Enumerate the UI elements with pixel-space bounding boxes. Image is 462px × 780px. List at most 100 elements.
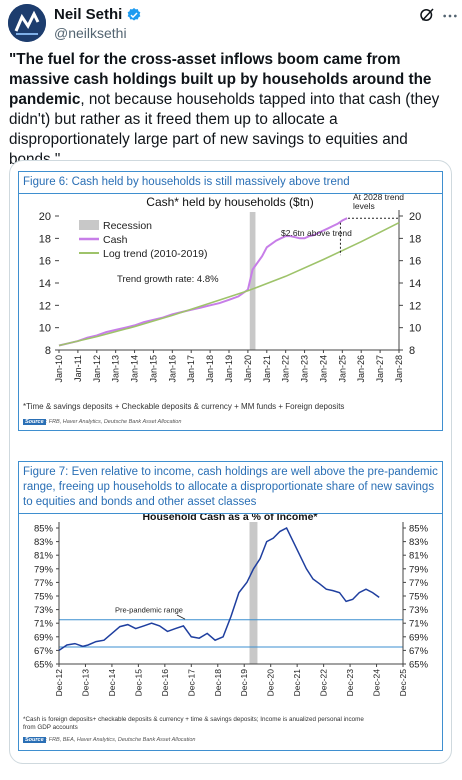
- avatar-logo-icon: [8, 4, 46, 42]
- y-tick-label-right: 10: [409, 323, 421, 335]
- y-tick-label-right: 16: [409, 256, 421, 268]
- x-tick-label: Dec-21: [292, 669, 302, 697]
- figure-7-source: Source: FRB, BEA, Haver Analytics, Deuts…: [23, 737, 195, 743]
- y-tick-label-left: 69%: [34, 632, 54, 643]
- y-tick-label-right: 65%: [409, 660, 429, 671]
- verified-badge-icon: [128, 7, 141, 21]
- y-tick-label-right: 20: [409, 211, 421, 223]
- tweet-rest-text: , not because households tapped into tha…: [9, 91, 440, 168]
- x-tick-label: Jan-22: [281, 355, 291, 383]
- x-tick-label: Jan-12: [92, 355, 102, 383]
- x-tick-label: Jan-15: [148, 355, 158, 383]
- more-options-icon[interactable]: [442, 8, 458, 24]
- y-tick-label-left: 10: [39, 323, 51, 335]
- y-tick-label-right: 12: [409, 300, 421, 312]
- y-tick-label-left: 71%: [34, 619, 54, 630]
- x-tick-label: Jan-13: [111, 355, 121, 383]
- x-tick-label: Dec-18: [213, 669, 223, 697]
- y-tick-label-right: 81%: [409, 551, 429, 562]
- y-tick-label-left: 81%: [34, 551, 54, 562]
- chart-cash-held: Cash* held by households ($tn) 8 8 10 10 12 12…: [39, 192, 422, 383]
- figure-7: Figure 7: Even relative to income, cash …: [18, 461, 443, 751]
- y-tick-label-left: 79%: [34, 564, 54, 575]
- y-tick-label-right: 77%: [409, 578, 429, 589]
- legend-trend-label: Log trend (2010-2019): [103, 248, 208, 260]
- author-handle[interactable]: @neilksethi: [54, 25, 127, 41]
- x-tick-label: Jan-26: [356, 355, 366, 383]
- x-tick-label: Dec-13: [80, 669, 90, 697]
- y-tick-label-right: 69%: [409, 632, 429, 643]
- chart-1-title: Cash* held by households ($tn): [146, 195, 313, 209]
- y-tick-label-left: 16: [39, 256, 51, 268]
- figure-6-source-label: Source: [23, 419, 46, 425]
- y-tick-label-right: 85%: [409, 524, 429, 535]
- y-tick-label-left: 18: [39, 233, 51, 245]
- y-tick-label-left: 20: [39, 211, 51, 223]
- y-tick-label-right: 8: [409, 345, 415, 357]
- x-tick-label: Dec-25: [398, 669, 408, 697]
- tweet-header: Neil Sethi @neilksethi: [0, 0, 462, 48]
- figure-7-source-label: Source: [23, 737, 46, 743]
- figure-7-footnote-2: from GDP accounts: [23, 724, 78, 731]
- y-tick-label-left: 14: [39, 278, 51, 290]
- x-tick-label: Dec-23: [345, 669, 355, 697]
- figure-6: Figure 6: Cash held by households is sti…: [18, 171, 443, 431]
- x-tick-label: Jan-24: [318, 355, 328, 383]
- x-tick-label: Jan-16: [167, 355, 177, 383]
- y-tick-label-left: 12: [39, 300, 51, 312]
- x-tick-label: Dec-15: [133, 669, 143, 697]
- y-tick-label-right: 18: [409, 233, 421, 245]
- figure-6-heading: Figure 6: Cash held by households is sti…: [19, 172, 442, 194]
- y-tick-label-left: 83%: [34, 537, 54, 548]
- chart-cash-pct-income: Household Cash as a % of Income* 65% 65% 67…: [34, 514, 429, 697]
- tweet-bold-text: The fuel for the cross-asset inflows boo…: [9, 51, 432, 108]
- y-tick-label-left: 8: [45, 345, 51, 357]
- x-tick-label: Dec-17: [186, 669, 196, 697]
- x-tick-label: Jan-25: [337, 355, 347, 383]
- x-tick-label: Jan-17: [186, 355, 196, 383]
- y-tick-label-right: 14: [409, 278, 421, 290]
- figure-7-footnote-1: *Cash is foreign deposits+ checkable dep…: [23, 716, 364, 723]
- x-tick-label: Jan-10: [54, 355, 64, 383]
- x-tick-label: Dec-12: [54, 669, 64, 697]
- x-tick-label: Jan-19: [224, 355, 234, 383]
- cash-series-line: [58, 217, 348, 347]
- y-tick-label-left: 77%: [34, 578, 54, 589]
- y-tick-label-right: 73%: [409, 605, 429, 616]
- y-tick-label-right: 79%: [409, 564, 429, 575]
- y-tick-label-left: 67%: [34, 646, 54, 657]
- author-name[interactable]: Neil Sethi: [54, 6, 123, 23]
- tweet-text: "The fuel for the cross-asset inflows bo…: [9, 50, 455, 170]
- y-tick-label-right: 75%: [409, 592, 429, 603]
- x-tick-label: Dec-14: [107, 669, 117, 697]
- x-tick-label: Jan-27: [375, 355, 385, 383]
- x-tick-label: Jan-18: [205, 355, 215, 383]
- x-tick-label: Dec-24: [372, 669, 382, 697]
- y-tick-label-left: 73%: [34, 605, 54, 616]
- figure-6-source: Source: FRB, Haver Analytics, Deutsche B…: [23, 419, 181, 425]
- y-tick-label-left: 65%: [34, 660, 54, 671]
- annotation-trend-growth: Trend growth rate: 4.8%: [117, 274, 219, 285]
- x-tick-label: Dec-22: [319, 669, 329, 697]
- x-tick-label: Jan-28: [394, 355, 404, 383]
- x-tick-label: Dec-20: [266, 669, 276, 697]
- figure-7-heading: Figure 7: Even relative to income, cash …: [19, 462, 442, 514]
- y-tick-label-left: 75%: [34, 592, 54, 603]
- figure-6-footnote: *Time & savings deposits + Checkable dep…: [23, 402, 345, 411]
- y-tick-label-left: 85%: [34, 524, 54, 535]
- y-tick-label-right: 71%: [409, 619, 429, 630]
- tweet-media[interactable]: Figure 6: Cash held by households is sti…: [9, 160, 452, 764]
- legend-recession-label: Recession: [103, 220, 152, 232]
- x-tick-label: Jan-11: [73, 355, 83, 382]
- figure-7-source-text: : FRB, BEA, Haver Analytics, Deutsche Ba…: [45, 737, 196, 743]
- recession-band: [249, 522, 258, 664]
- grok-icon[interactable]: [418, 6, 436, 24]
- cash-pct-income-line: [58, 526, 380, 652]
- annotation-arrow: [176, 614, 186, 620]
- legend-recession-swatch: [79, 220, 99, 230]
- y-tick-label-right: 67%: [409, 646, 429, 657]
- avatar[interactable]: [8, 4, 46, 42]
- recession-band: [249, 212, 256, 350]
- tweet-quote-open: ": [9, 51, 17, 68]
- x-tick-label: Jan-21: [262, 355, 272, 383]
